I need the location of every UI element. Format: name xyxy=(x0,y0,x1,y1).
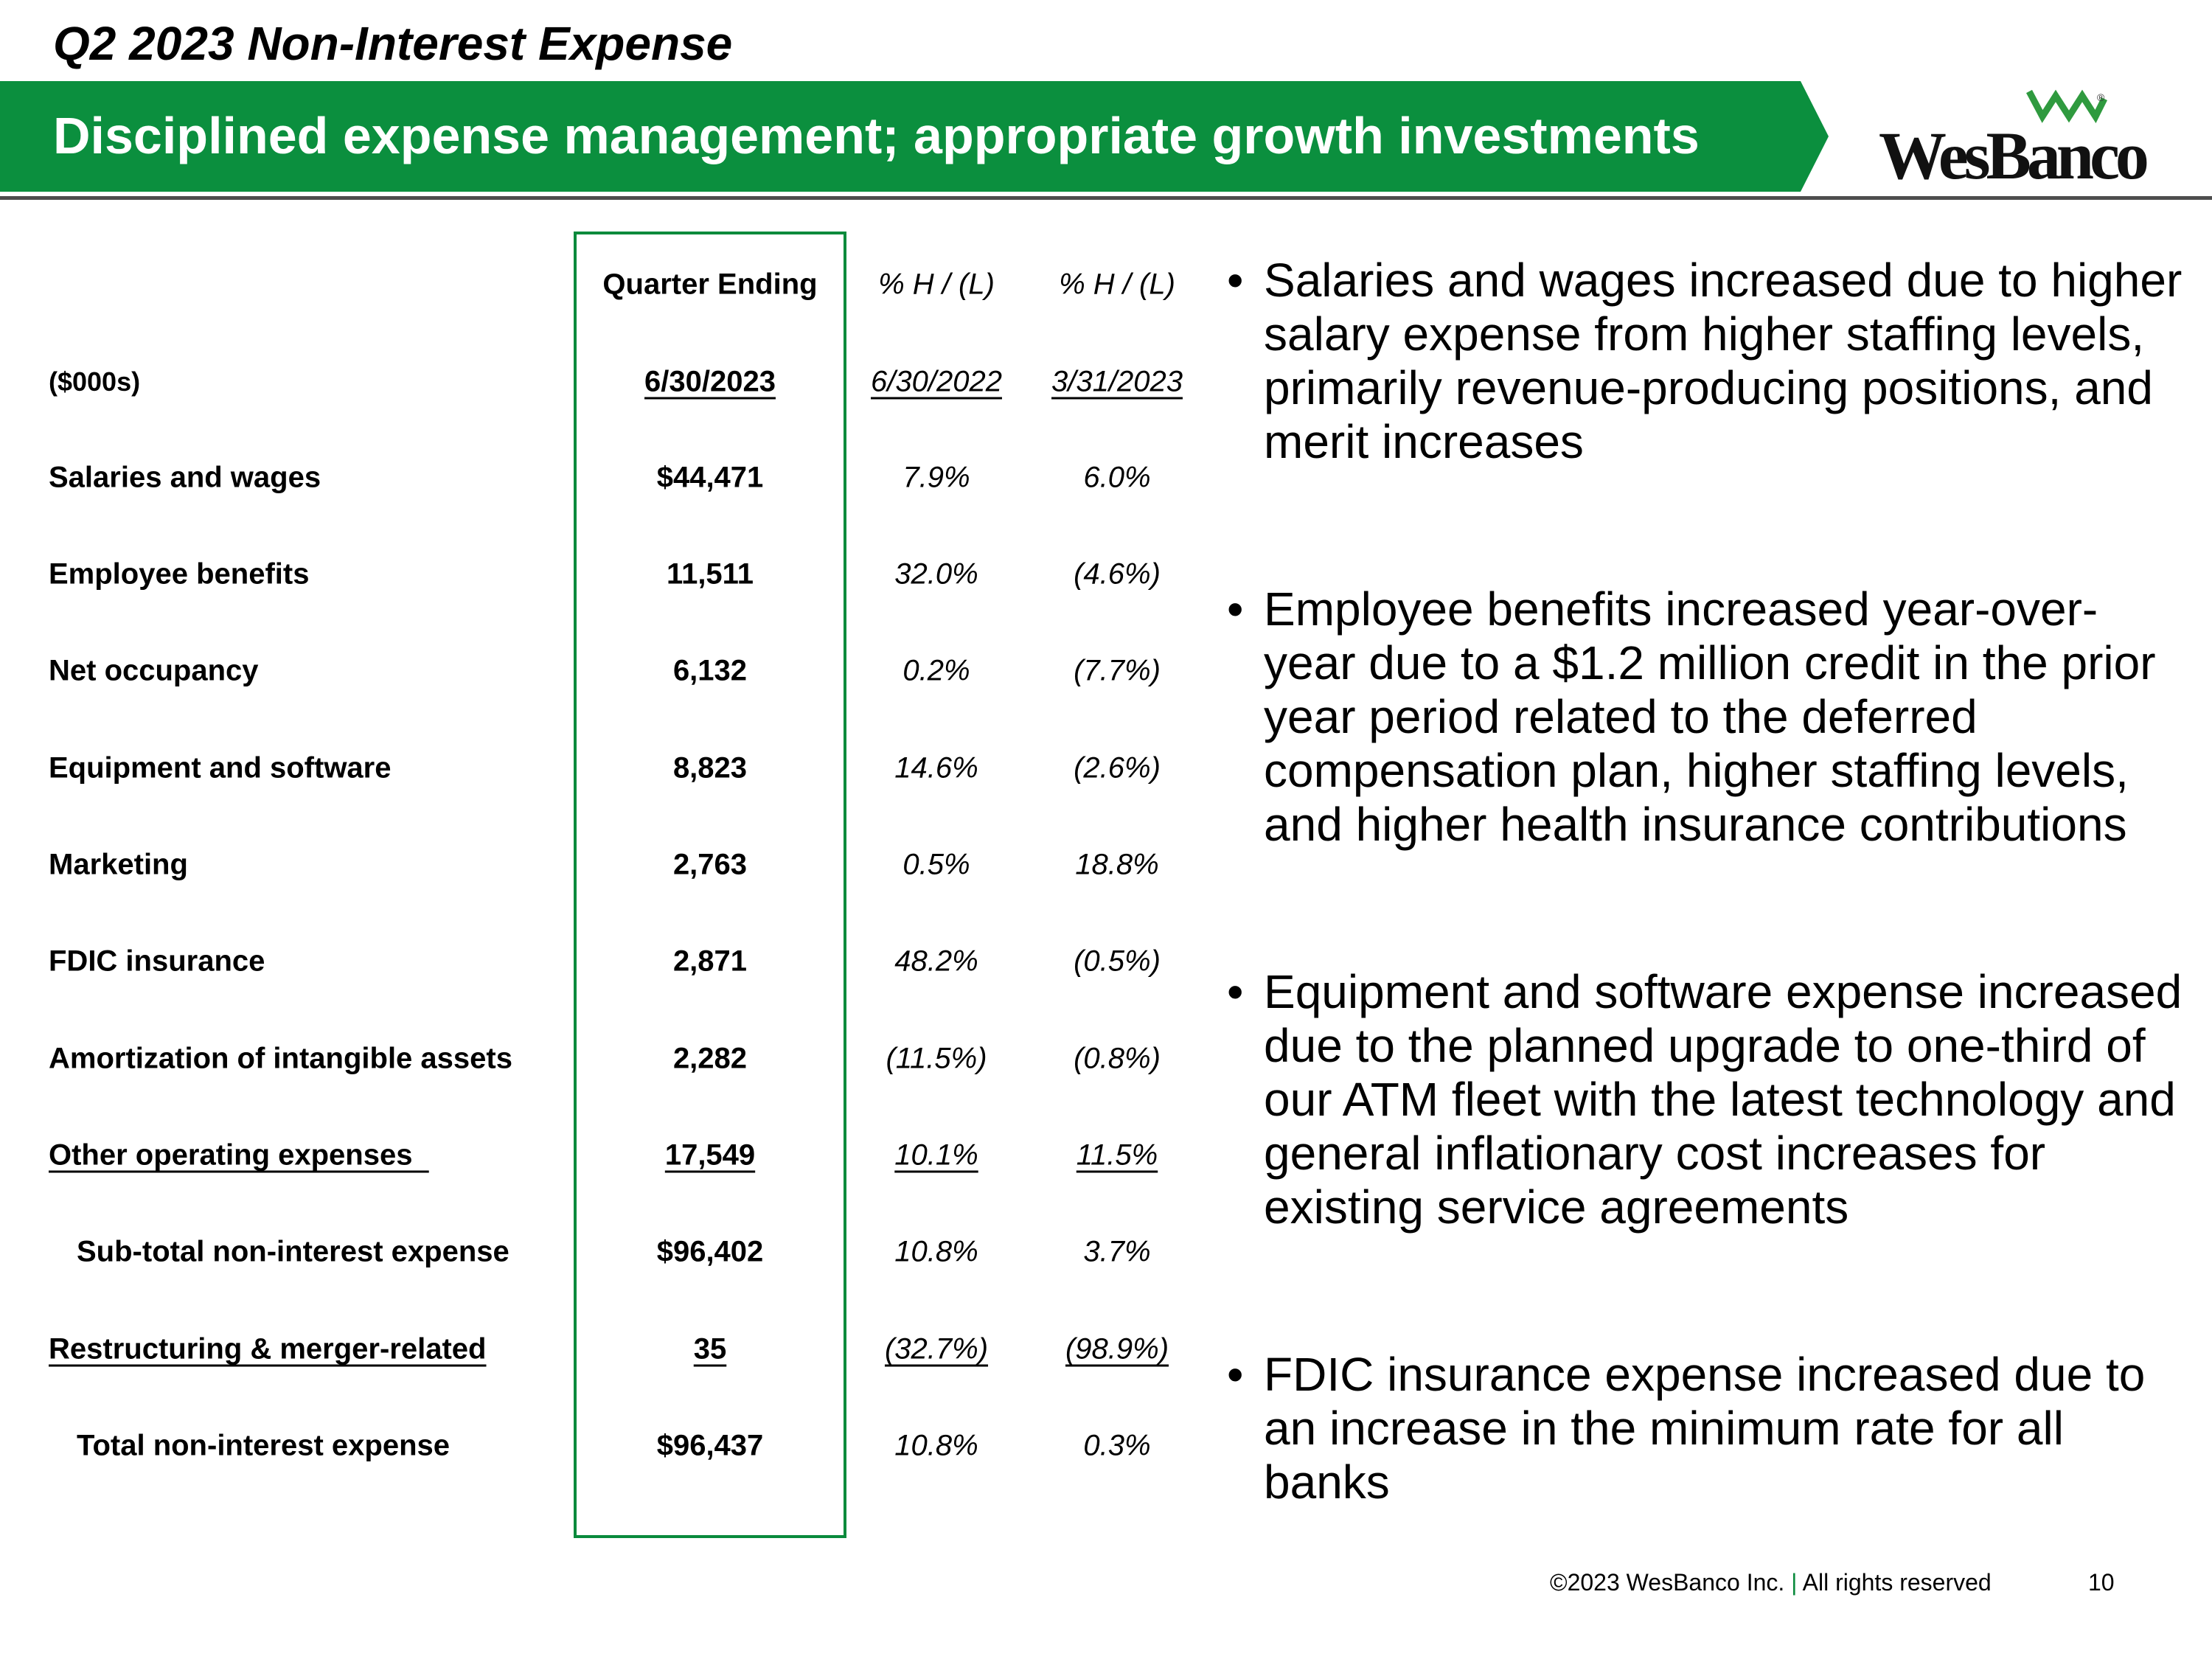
row-label: Marketing xyxy=(49,848,188,881)
bullet-text: Employee benefits increased year-over-ye… xyxy=(1264,582,2156,851)
row-value: 2,282 xyxy=(672,1042,748,1075)
bullet-salaries: • Salaries and wages increased due to hi… xyxy=(1227,254,2185,469)
bullet-dot-icon: • xyxy=(1227,965,1244,1018)
row-value: $96,437 xyxy=(656,1429,764,1462)
footer: ©2023 WesBanco Inc. | All rights reserve… xyxy=(1550,1569,1992,1596)
bullet-dot-icon: • xyxy=(1227,254,1244,307)
footer-rights: All rights reserved xyxy=(1802,1569,1992,1596)
row-qoq: 11.5% xyxy=(1076,1138,1158,1172)
row-value: 35 xyxy=(693,1332,727,1366)
logo-wordmark: WesBanco xyxy=(1879,118,2149,193)
row-label: FDIC insurance xyxy=(49,945,265,978)
row-yoy: (32.7%) xyxy=(884,1332,989,1366)
col-header-quarter-ending: Quarter Ending xyxy=(602,268,818,301)
row-label: Total non-interest expense xyxy=(77,1429,451,1462)
col-header-yoy: % H / (L) xyxy=(878,268,995,301)
row-value: 8,823 xyxy=(672,751,748,785)
row-qoq: (2.6%) xyxy=(1074,751,1161,785)
row-yoy: 7.9% xyxy=(902,461,970,494)
row-label: Sub-total non-interest expense xyxy=(77,1235,509,1268)
row-yoy: 10.8% xyxy=(894,1429,978,1462)
row-value: 17,549 xyxy=(664,1138,756,1172)
footer-separator: | xyxy=(1791,1569,1798,1596)
slide-title: Q2 2023 Non-Interest Expense xyxy=(53,17,733,70)
row-label: Employee benefits xyxy=(49,557,310,591)
row-yoy: 48.2% xyxy=(894,945,978,978)
row-value: 2,763 xyxy=(672,848,748,881)
row-value: $44,471 xyxy=(656,461,764,494)
bullet-text: Equipment and software expense increased… xyxy=(1264,965,2183,1234)
col-date-current: 6/30/2023 xyxy=(644,365,776,398)
col-date-prior-year: 6/30/2022 xyxy=(871,365,1002,398)
row-qoq: 6.0% xyxy=(1083,461,1151,494)
logo-registered-mark: ® xyxy=(2097,91,2105,103)
row-qoq: (0.8%) xyxy=(1074,1042,1161,1075)
row-yoy: 10.1% xyxy=(894,1138,978,1172)
row-label: Restructuring & merger-related xyxy=(49,1332,487,1366)
commentary-bullets: • Salaries and wages increased due to hi… xyxy=(1227,254,2185,1623)
row-label: Other operating expenses xyxy=(49,1138,413,1172)
row-qoq: (98.9%) xyxy=(1065,1332,1169,1366)
row-label: Amortization of intangible assets xyxy=(49,1042,512,1075)
bullet-benefits: • Employee benefits increased year-over-… xyxy=(1227,582,2185,852)
bullet-fdic: • FDIC insurance expense increased due t… xyxy=(1227,1348,2185,1509)
row-yoy: 32.0% xyxy=(894,557,978,591)
bullet-dot-icon: • xyxy=(1227,582,1244,636)
row-yoy: 0.5% xyxy=(902,848,970,881)
bullet-text: FDIC insurance expense increased due to … xyxy=(1264,1348,2146,1509)
header-divider xyxy=(0,196,2212,200)
title-banner: Disciplined expense management; appropri… xyxy=(0,81,1829,192)
current-quarter-highlight xyxy=(574,232,846,1538)
col-date-prior-quarter: 3/31/2023 xyxy=(1051,365,1183,398)
footer-copyright: ©2023 WesBanco Inc. xyxy=(1550,1569,1785,1596)
banner-headline: Disciplined expense management; appropri… xyxy=(53,107,1700,164)
bullet-text: Salaries and wages increased due to high… xyxy=(1264,254,2183,468)
row-value: 11,511 xyxy=(667,557,754,591)
row-yoy: (11.5%) xyxy=(886,1042,987,1075)
row-qoq: 18.8% xyxy=(1075,848,1159,881)
row-value: $96,402 xyxy=(656,1235,764,1268)
row-qoq: 3.7% xyxy=(1083,1235,1151,1268)
row-qoq: 0.3% xyxy=(1083,1429,1151,1462)
units-label: ($000s) xyxy=(49,366,141,397)
page-number: 10 xyxy=(2088,1569,2115,1596)
row-qoq: (7.7%) xyxy=(1074,654,1161,687)
wesbanco-logo: WesBanco ® xyxy=(1879,87,2149,193)
row-label: Salaries and wages xyxy=(49,461,321,494)
row-qoq: (0.5%) xyxy=(1074,945,1161,978)
logo-w-mark-icon xyxy=(2026,89,2107,124)
row-label-underline-extension xyxy=(412,1139,428,1172)
row-value: 2,871 xyxy=(672,945,748,978)
row-label: Equipment and software xyxy=(49,751,392,785)
col-header-qoq: % H / (L) xyxy=(1059,268,1175,301)
bullet-dot-icon: • xyxy=(1227,1348,1244,1401)
row-qoq: (4.6%) xyxy=(1074,557,1161,591)
bullet-equipment: • Equipment and software expense increas… xyxy=(1227,965,2185,1234)
row-value: 6,132 xyxy=(672,654,748,687)
row-yoy: 10.8% xyxy=(894,1235,978,1268)
row-yoy: 0.2% xyxy=(902,654,970,687)
row-label: Net occupancy xyxy=(49,654,259,687)
row-yoy: 14.6% xyxy=(894,751,978,785)
